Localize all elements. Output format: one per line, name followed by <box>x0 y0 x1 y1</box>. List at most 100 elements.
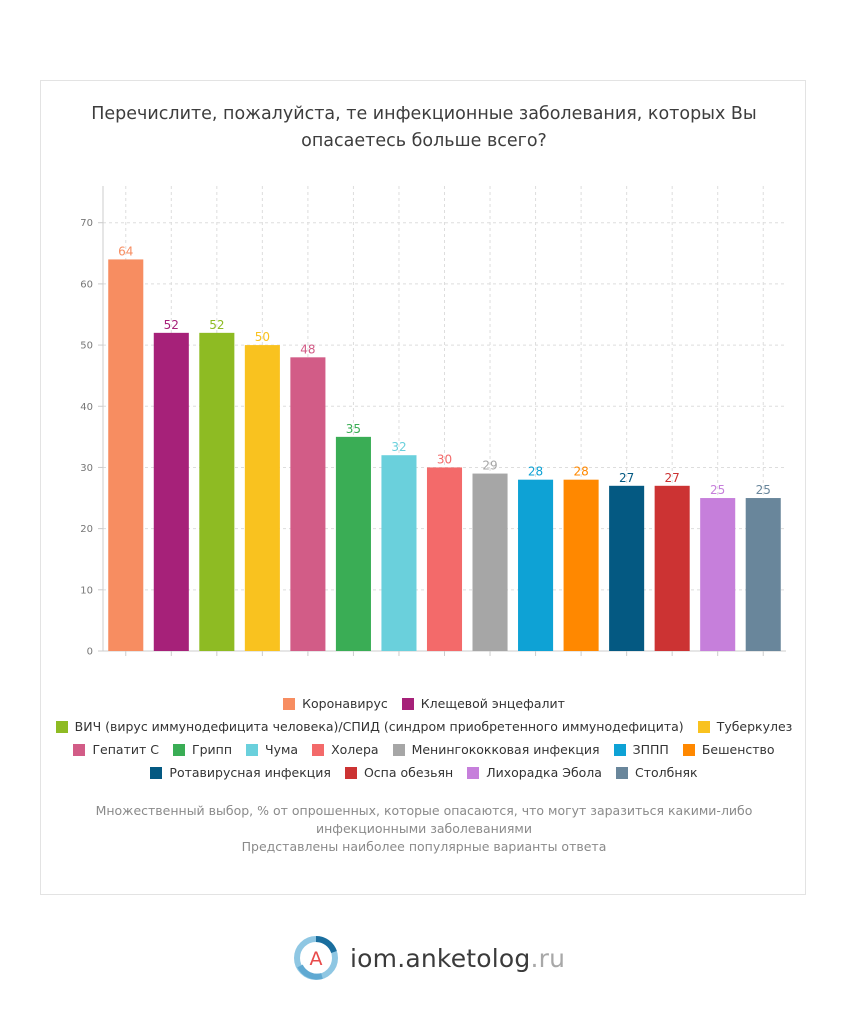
legend-label: Бешенство <box>701 742 775 757</box>
legend-row: ВИЧ (вирус иммунодефицита человека)/СПИД… <box>41 715 807 738</box>
bar-3 <box>199 332 235 651</box>
bar-value-label: 25 <box>756 483 771 497</box>
chart-title: Перечислите, пожалуйста, те инфекционные… <box>41 101 807 155</box>
legend-item[interactable]: ВИЧ (вирус иммунодефицита человека)/СПИД… <box>55 719 684 734</box>
chart-legend: Коронавирус Клещевой энцефалит ВИЧ (вирус … <box>41 692 807 784</box>
y-tick-label: 10 <box>80 585 93 596</box>
bar-13 <box>654 485 690 651</box>
bar-15 <box>745 498 781 651</box>
legend-label: Гепатит С <box>92 742 159 757</box>
legend-swatch <box>615 766 628 779</box>
legend-label: Чума <box>265 742 299 757</box>
brand-name: iom.anketolog.ru <box>350 944 565 973</box>
y-tick-label: 70 <box>80 218 93 229</box>
bar-value-label: 52 <box>209 318 224 332</box>
legend-item[interactable]: Гепатит С <box>73 742 159 757</box>
y-tick-label: 30 <box>80 463 93 474</box>
bar-value-label: 52 <box>164 318 179 332</box>
footnote-line-1: Множественный выбор, % от опрошенных, ко… <box>95 803 753 818</box>
chart-title-line-1: Перечислите, пожалуйста, те инфекционные… <box>91 104 757 124</box>
bar-value-label: 28 <box>573 465 588 479</box>
legend-label: ЗППП <box>632 742 669 757</box>
legend-item[interactable]: Грипп <box>172 742 233 757</box>
legend-swatch <box>172 743 185 756</box>
bar-6 <box>335 436 371 651</box>
legend-swatch <box>682 743 695 756</box>
brand-tld: .ru <box>530 943 566 973</box>
legend-label: Грипп <box>191 742 233 757</box>
legend-item[interactable]: ЗППП <box>613 742 669 757</box>
legend-label: ВИЧ (вирус иммунодефицита человека)/СПИД… <box>74 719 684 734</box>
bar-value-label: 27 <box>619 471 634 485</box>
bar-value-label: 35 <box>346 422 361 436</box>
bar-14 <box>700 498 736 651</box>
legend-label: Оспа обезьян <box>363 765 454 780</box>
y-tick-label: 60 <box>80 279 93 290</box>
y-tick-label: 20 <box>80 524 93 535</box>
legend-item[interactable]: Ротавирусная инфекция <box>150 765 331 780</box>
brand-logo[interactable]: A iom.anketolog.ru <box>292 934 565 982</box>
legend-swatch <box>467 766 480 779</box>
bar-7 <box>381 455 417 651</box>
anketolog-logo-icon: A <box>294 936 338 980</box>
bar-9 <box>472 473 508 651</box>
legend-swatch <box>150 766 163 779</box>
legend-swatch <box>246 743 259 756</box>
chart-title-line-2: опасаетесь больше всего? <box>301 131 547 151</box>
logo-letter: A <box>310 948 323 970</box>
legend-row: Гепатит С Грипп Чума Холера Менингококковая … <box>41 738 807 761</box>
bar-value-label: 48 <box>300 342 315 356</box>
legend-item[interactable]: Столбняк <box>615 765 698 780</box>
legend-label: Лихорадка Эбола <box>486 765 602 780</box>
legend-label: Столбняк <box>634 765 698 780</box>
y-tick-label: 0 <box>87 647 93 658</box>
legend-swatch <box>55 720 68 733</box>
bar-11 <box>563 479 599 651</box>
bar-10 <box>518 479 554 651</box>
legend-item[interactable]: Бешенство <box>682 742 775 757</box>
bar-value-label: 30 <box>437 452 452 466</box>
legend-item[interactable]: Туберкулез <box>697 719 793 734</box>
bar-value-label: 32 <box>391 440 406 454</box>
bar-value-label: 50 <box>255 330 270 344</box>
bar-value-label: 28 <box>528 465 543 479</box>
bar-1 <box>108 259 144 651</box>
bar-value-label: 29 <box>482 459 497 473</box>
bar-value-label: 25 <box>710 483 725 497</box>
bar-chart: 0 10 20 30 40 50 60 70 64 52 52 50 48 35 32 30 29 28 28 27 2… <box>80 186 786 658</box>
legend-swatch <box>613 743 626 756</box>
chart-footnote: Множественный выбор, % от опрошенных, ко… <box>41 802 807 856</box>
legend-swatch <box>312 743 325 756</box>
footnote-line-3: Представлены наиболее популярные вариант… <box>241 839 607 854</box>
legend-item[interactable]: Менингококковая инфекция <box>392 742 600 757</box>
legend-row: Коронавирус Клещевой энцефалит <box>41 692 807 715</box>
legend-swatch <box>401 697 414 710</box>
legend-label: Клещевой энцефалит <box>420 696 565 711</box>
legend-swatch <box>73 743 86 756</box>
legend-label: Холера <box>331 742 379 757</box>
legend-swatch <box>392 743 405 756</box>
brand-domain: iom.anketolog <box>350 943 531 973</box>
bar-value-label: 27 <box>665 471 680 485</box>
legend-item[interactable]: Чума <box>246 742 298 757</box>
bar-5 <box>290 357 326 651</box>
bar-2 <box>153 332 189 651</box>
legend-label: Ротавирусная инфекция <box>169 765 331 780</box>
legend-label: Коронавирус <box>302 696 388 711</box>
legend-item[interactable]: Клещевой энцефалит <box>401 696 565 711</box>
legend-label: Туберкулез <box>716 719 793 734</box>
y-tick-label: 40 <box>80 402 93 413</box>
bar-4 <box>244 345 280 651</box>
legend-label: Менингококковая инфекция <box>411 742 600 757</box>
legend-item[interactable]: Оспа обезьян <box>344 765 454 780</box>
footnote-line-2: инфекционными заболеваниями <box>316 821 532 836</box>
bar-8 <box>426 467 463 651</box>
legend-swatch <box>697 720 710 733</box>
legend-item[interactable]: Коронавирус <box>283 696 388 711</box>
legend-item[interactable]: Лихорадка Эбола <box>467 765 602 780</box>
legend-item[interactable]: Холера <box>312 742 379 757</box>
legend-row: Ротавирусная инфекция Оспа обезьян Лихорад… <box>41 761 807 784</box>
legend-swatch <box>344 766 357 779</box>
chart-card: Перечислите, пожалуйста, те инфекционные… <box>40 80 806 895</box>
legend-swatch <box>283 697 296 710</box>
